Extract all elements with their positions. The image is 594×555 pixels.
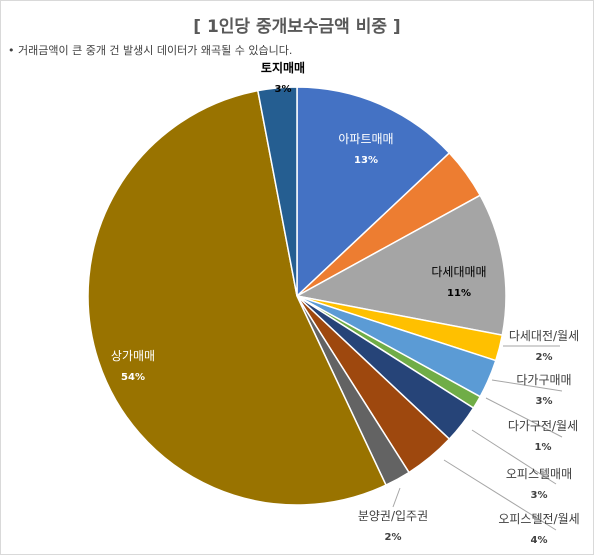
slice-label: 아파트전/월세 [474, 137, 544, 151]
pie-slice [87, 89, 387, 506]
slice-label: 오피스텔매매 [506, 467, 572, 481]
slice-percent: 3% [536, 396, 553, 407]
slice-label: 아파트매매 [338, 132, 393, 146]
slice-percent: 11% [447, 288, 471, 299]
pie-slice [256, 86, 298, 297]
slice-percent: 54% [121, 372, 145, 383]
leader-line [392, 487, 401, 508]
leader-line [485, 397, 563, 438]
chart-title: [ 1인당 중개보수금액 비중 ] [193, 17, 401, 37]
slice-percent: 2% [536, 352, 553, 363]
pie-slice [296, 86, 451, 298]
slice-label: 분양권/입주권 [358, 509, 428, 523]
leader-line [491, 379, 563, 392]
pie-slice [294, 194, 507, 337]
slice-percent: 13% [354, 155, 378, 166]
slice-label: 오피스텔전/월세 [498, 512, 579, 526]
slice-label: 다가구매매 [516, 373, 571, 387]
slice-percent: 2% [385, 532, 402, 543]
slice-percent: 1% [535, 442, 552, 453]
leader-line [471, 429, 557, 485]
slice-label: 토지매매 [261, 60, 305, 75]
slice-percent: 3% [531, 490, 548, 501]
slice-label: 다세대매매 [431, 265, 486, 279]
slice-label: 상가매매 [111, 349, 155, 363]
leader-line [443, 459, 557, 531]
slice-percent: 4% [531, 535, 548, 546]
chart-note: • 거래금액이 큰 중개 건 발생시 데이터가 왜곡될 수 있습니다. [8, 44, 293, 57]
slice-percent: 3% [275, 84, 292, 95]
slice-label: 다가구전/월세 [508, 419, 578, 433]
slice-label: 다세대전/월세 [509, 329, 579, 343]
slice-percent: 4% [501, 160, 518, 171]
